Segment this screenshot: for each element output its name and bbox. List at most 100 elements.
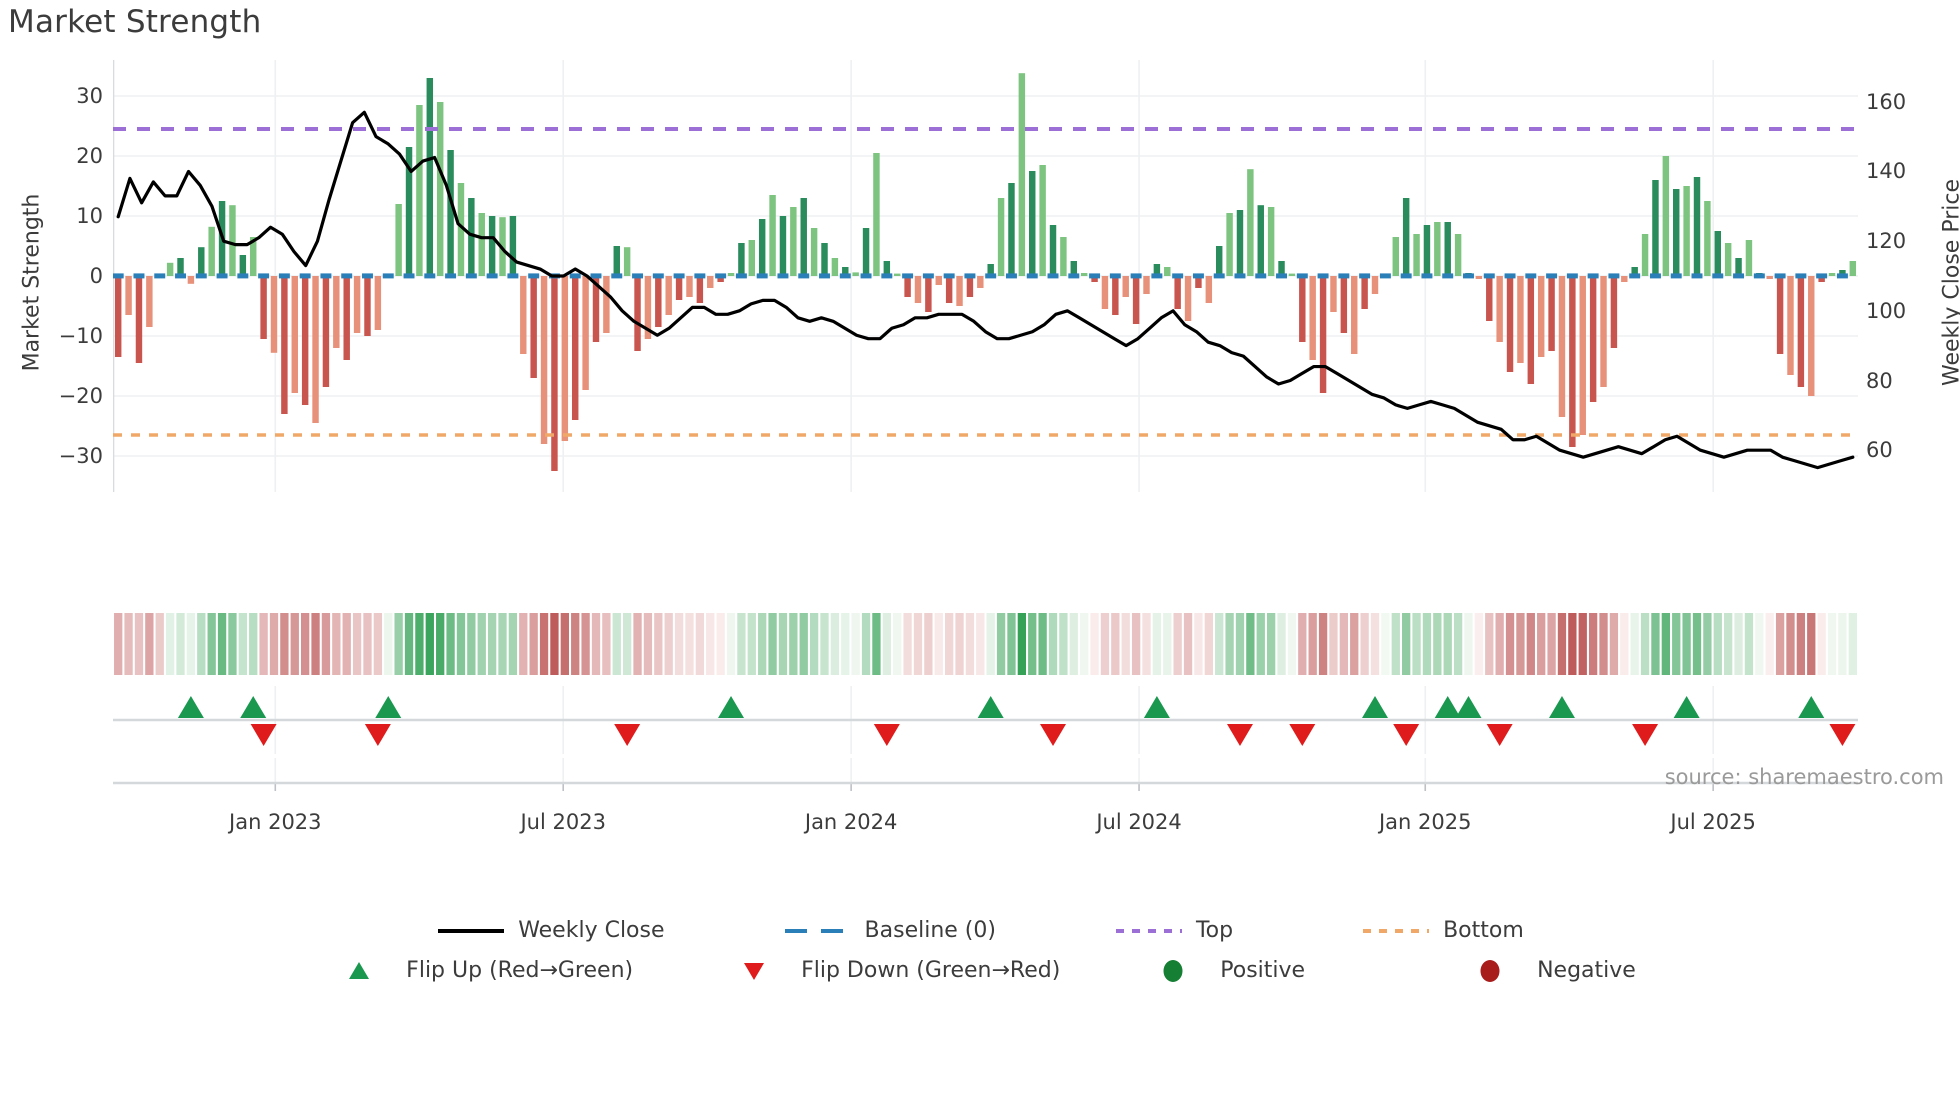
legend-item[interactable]: Positive [1138,958,1305,983]
heat-strip-cell [809,613,819,675]
baseline-marker [1234,273,1246,279]
strength-bar [1049,225,1057,276]
flip-down-marker [873,724,900,746]
flip-down-marker [1289,724,1316,746]
dotted-line-icon [1361,919,1431,943]
strength-bar [1195,276,1202,288]
heat-strip-cell [1391,613,1400,675]
strength-bar [717,276,724,282]
flip-up-marker [1798,696,1825,718]
baseline-marker [1629,273,1641,279]
heat-strip-cell [1495,613,1504,675]
baseline-marker [964,273,976,279]
strength-bar [1267,207,1275,276]
heat-strip-cell [643,613,653,675]
heat-strip-cell [1235,613,1245,675]
strength-bar [769,195,776,276]
strength-bar [842,267,849,276]
strength-bar [1122,276,1129,297]
flip-down-marker [1393,724,1420,746]
legend-item[interactable]: Baseline (0) [783,918,996,943]
flip-down-marker [1829,724,1856,746]
legend-item[interactable]: Weekly Close [436,918,665,943]
heat-strip-cell [1225,613,1234,675]
strength-bar [935,276,942,285]
legend-item[interactable]: Bottom [1361,918,1524,943]
baseline-marker [985,273,997,279]
baseline-marker [1587,273,1599,279]
heat-strip-cell [747,613,756,675]
heat-strip-cell [1059,613,1068,675]
heat-strip-cell [955,613,964,675]
heat-strip-cell [1173,613,1182,675]
baseline-marker [1649,273,1661,279]
baseline-marker [777,273,789,279]
heat-strip-cell [1412,613,1421,675]
strength-bar [229,205,236,276]
baseline-marker [1753,273,1765,279]
legend-item[interactable]: Top [1114,918,1233,943]
strength-bar [686,276,693,297]
strength-bar [1475,276,1483,279]
heat-strip-cell [519,613,528,675]
strength-bar [416,105,423,276]
strength-bar [270,276,278,353]
heat-strip-cell [446,613,455,675]
heat-strip-cell [1256,613,1265,675]
heat-strip-cell [654,613,663,675]
heat-strip-cell [249,613,258,675]
baseline-marker [237,273,249,279]
strength-bar [1319,276,1327,393]
heat-strip-cell [1786,613,1795,675]
legend-label: Bottom [1443,918,1524,943]
strength-bar [1018,73,1026,276]
strength-bar [478,213,485,276]
dashed-line-icon [783,919,853,943]
strength-bar [291,276,298,393]
heat-strip-cell [1443,613,1452,675]
heat-strip-cell [550,613,559,675]
baseline-marker [1670,273,1682,279]
heat-strip-cell [1807,613,1816,675]
strength-bar [436,102,444,276]
baseline-marker [756,273,768,279]
heat-strip-cell [124,613,133,675]
strength-bar [1184,276,1192,321]
legend-item[interactable]: Negative [1455,958,1636,983]
strength-bar [945,276,953,303]
right-axis-tick: 80 [1866,368,1893,393]
baseline-marker [1109,273,1121,279]
strength-bar [1683,186,1690,276]
heat-strip-cell [1755,613,1764,675]
baseline-marker [195,273,207,279]
baseline-marker [320,273,332,279]
baseline-marker [1483,273,1495,279]
heat-strip-cell [664,613,673,675]
baseline-marker [1566,273,1578,279]
baseline-marker [1421,273,1433,279]
legend-item[interactable]: Flip Up (Red→Green) [324,958,633,983]
strength-bar [1548,276,1555,351]
legend-item[interactable]: Flip Down (Green→Red) [719,958,1060,983]
baseline-marker [216,273,228,279]
baseline-marker [133,273,145,279]
heat-strip-cell [436,613,445,675]
heat-strip-cell [487,613,497,675]
strength-bar [904,276,911,297]
baseline-marker [715,273,727,279]
strength-bar [250,237,257,276]
heat-strip-cell [352,613,362,675]
strength-bar [509,216,517,276]
heat-strip-cell [789,613,798,675]
strength-bar [1205,276,1213,303]
heat-strip-cell [726,613,736,675]
strength-bar [1631,267,1638,276]
heat-strip-cell [456,613,466,675]
strength-bar [301,276,309,405]
strength-bar [1070,261,1078,276]
strength-bar [1537,276,1545,357]
baseline-marker [1192,273,1204,279]
heat-strip-cell [477,613,486,675]
heat-strip-cell [415,613,424,675]
heat-strip-cell [1183,613,1193,675]
